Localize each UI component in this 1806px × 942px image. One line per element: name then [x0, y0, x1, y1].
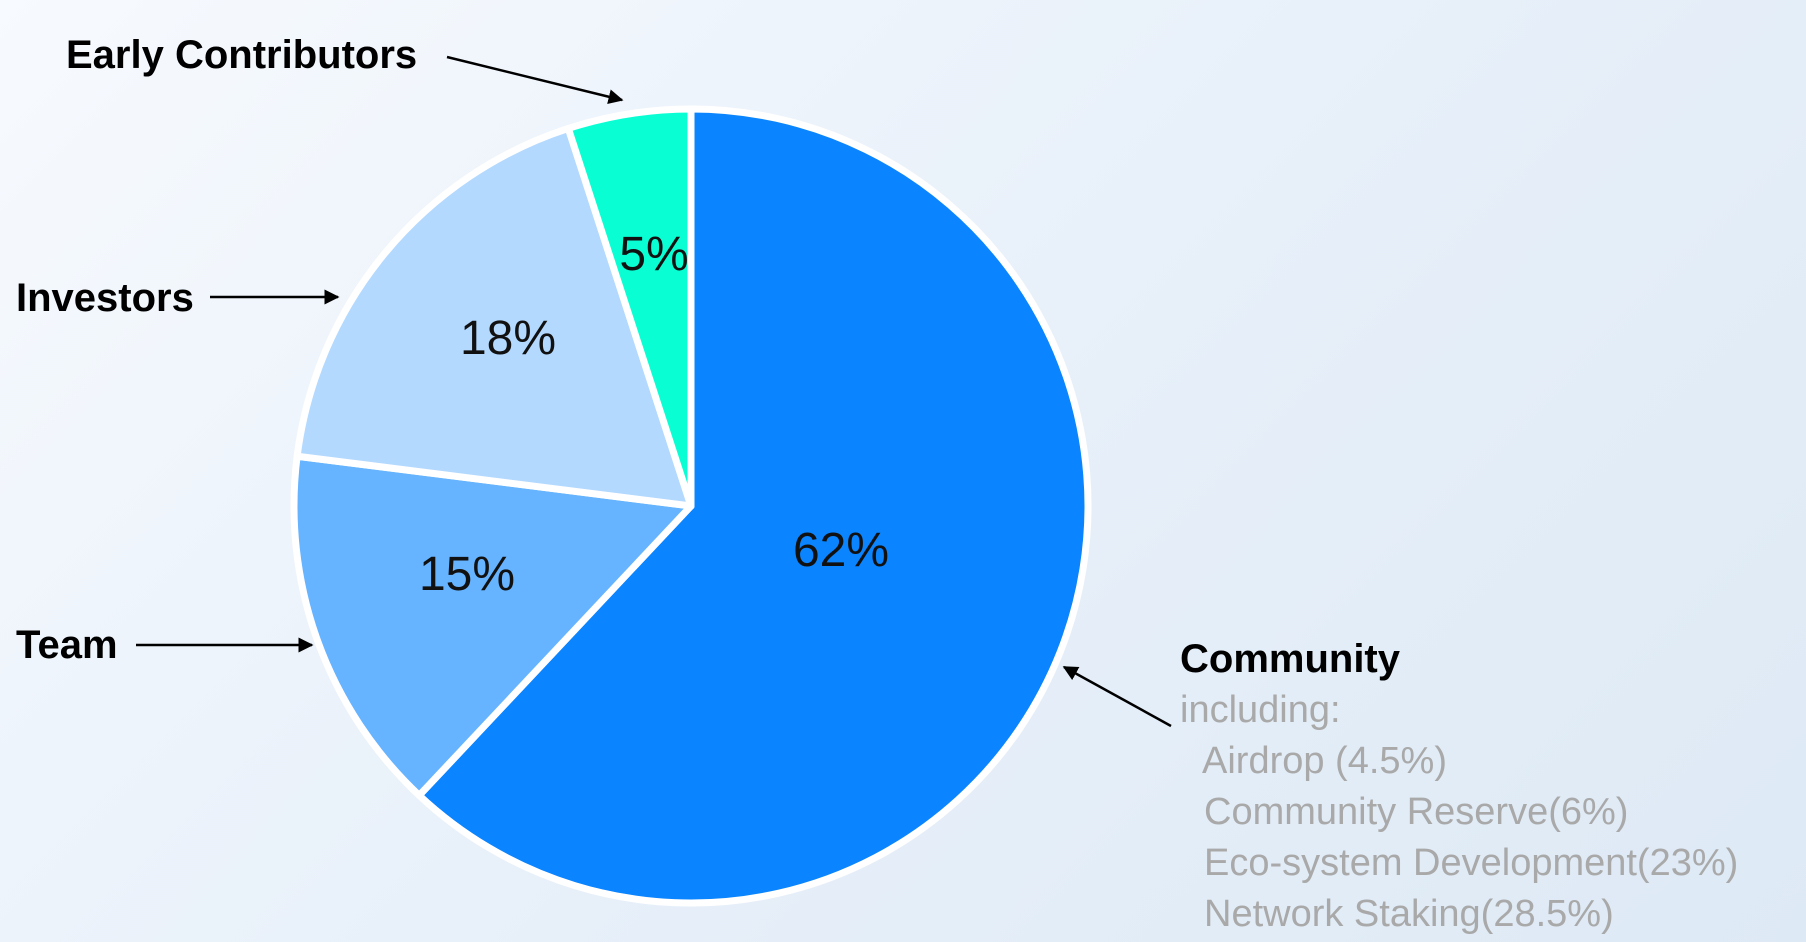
community-breakdown-item: Airdrop (4.5%)	[1202, 740, 1447, 782]
community-breakdown-item: Network Staking(28.5%)	[1204, 893, 1614, 935]
category-label-early-contributors: Early Contributors	[66, 33, 417, 77]
slice-label-investors: 18%	[460, 312, 556, 365]
slice-investors	[293, 124, 695, 510]
arrow-community	[1062, 665, 1172, 728]
community-breakdown-heading: including:	[1180, 689, 1341, 731]
arrow-early-contributors	[446, 55, 624, 105]
slice-label-community: 62%	[793, 524, 889, 577]
slice-label-team: 15%	[419, 548, 515, 601]
slice-early-contributors	[564, 105, 695, 510]
slice-community	[415, 105, 1092, 907]
slice-team	[290, 452, 695, 799]
category-label-community: Community	[1180, 637, 1401, 681]
community-breakdown-item: Eco-system Development(23%)	[1204, 842, 1738, 884]
community-breakdown-item: Community Reserve(6%)	[1204, 791, 1628, 833]
category-label-investors: Investors	[16, 276, 194, 320]
category-label-team: Team	[16, 623, 118, 667]
slice-label-early-contributors: 5%	[619, 228, 688, 281]
